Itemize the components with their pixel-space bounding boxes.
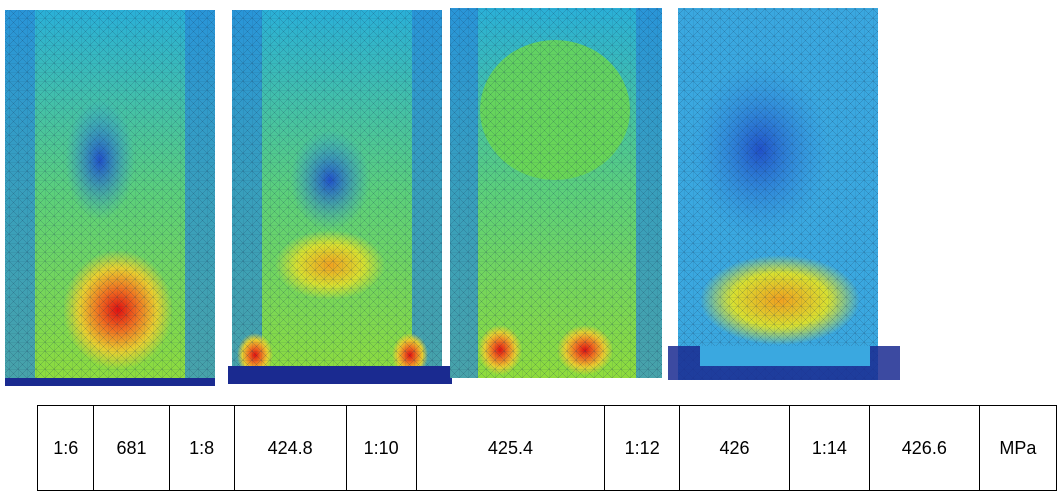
model-4 [668, 8, 900, 380]
model-1 [5, 10, 215, 386]
fem-images [0, 0, 1057, 395]
table-cell: MPa [979, 406, 1056, 491]
table-cell: 425.4 [416, 406, 604, 491]
model-3 [450, 8, 662, 378]
table-cell: 681 [94, 406, 169, 491]
table-cell: 1:12 [605, 406, 680, 491]
table-cell: 1:14 [789, 406, 869, 491]
table-cell: 426 [680, 406, 789, 491]
page: 1:66811:8424.81:10425.41:124261:14426.6M… [0, 0, 1057, 493]
model-2 [228, 10, 452, 384]
table-cell: 426.6 [869, 406, 979, 491]
table-cell: 424.8 [234, 406, 346, 491]
table-cell: 1:8 [169, 406, 234, 491]
table-cell: 1:6 [38, 406, 94, 491]
table-cell: 1:10 [346, 406, 416, 491]
